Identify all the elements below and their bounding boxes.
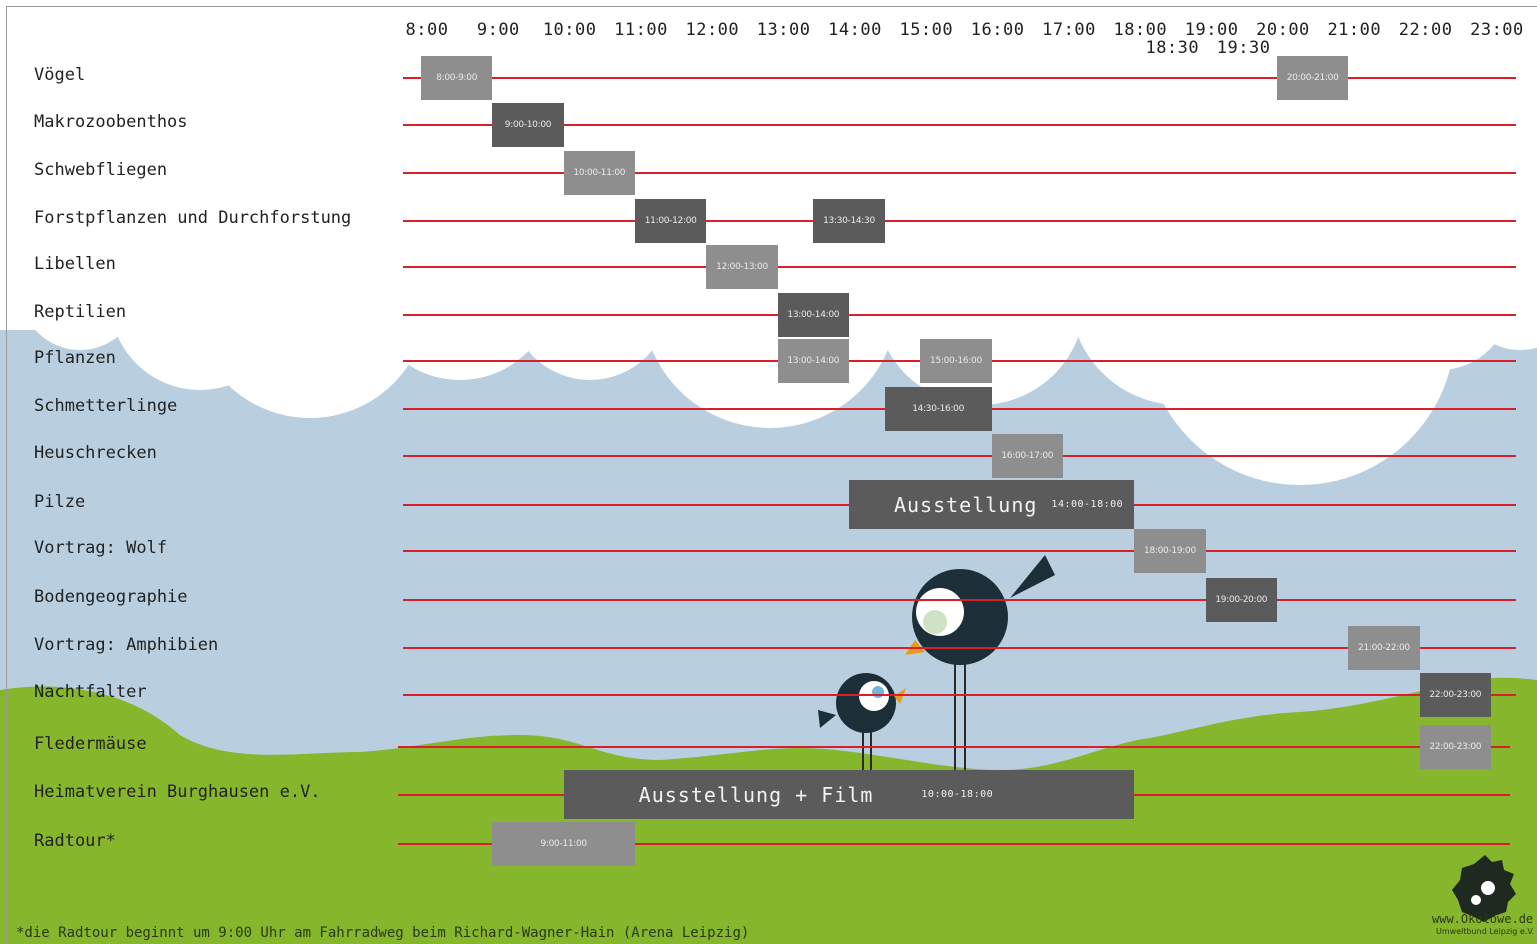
time-slot: 13:30-14:30	[813, 199, 885, 243]
row-line	[403, 220, 1516, 222]
event-bar: Ausstellung 14:00-18:00	[848, 480, 1135, 529]
time-slot: 21:00-22:00	[1348, 626, 1420, 670]
row-label: Nachtfalter	[34, 682, 147, 702]
row-label: Pilze	[34, 492, 86, 512]
row-label: Pflanzen	[34, 348, 116, 368]
lion-logo-icon	[1452, 855, 1516, 922]
time-slot: 14:30-16:00	[884, 387, 992, 431]
row-label: Vortrag: Wolf	[34, 538, 168, 558]
sub-hour-label: 19:30	[1216, 38, 1271, 58]
logo-text: www.Ökolöwe.de	[1432, 912, 1534, 926]
frame-top-border	[6, 6, 1537, 7]
time-slot: 13:00-14:00	[777, 293, 849, 337]
hour-label: 9:00	[476, 20, 520, 40]
hour-label: 14:00	[828, 20, 882, 40]
row-line	[403, 550, 1516, 552]
row-label: Schmetterlinge	[34, 396, 178, 416]
hour-label: 15:00	[899, 20, 954, 40]
row-line	[403, 647, 1516, 649]
hour-label: 12:00	[685, 20, 740, 40]
time-slot: 20:00-21:00	[1276, 56, 1349, 100]
footnote: *die Radtour beginnt um 9:00 Uhr am Fahr…	[16, 925, 750, 941]
time-slot: 13:00-14:00	[777, 339, 849, 383]
row-label: Vortrag: Amphibien	[34, 635, 219, 655]
row-label: Schwebfliegen	[34, 160, 168, 180]
row-line	[403, 599, 1516, 601]
event-bar: Ausstellung + Film 10:00-18:00	[563, 770, 1135, 819]
row-label: Bodengeographie	[34, 587, 188, 607]
time-slot: 11:00-12:00	[634, 199, 707, 243]
tall-bird-illustration	[905, 555, 1055, 772]
sub-hour-label: 18:30	[1145, 38, 1200, 58]
time-slot: 10:00-11:00	[563, 151, 635, 195]
event-title: Ausstellung	[893, 492, 1038, 517]
hour-label: 16:00	[970, 20, 1025, 40]
time-slot: 18:00-19:00	[1134, 529, 1206, 573]
event-time: 10:00-18:00	[921, 789, 994, 800]
event-title: Ausstellung + Film	[638, 782, 874, 807]
hour-label: 8:00	[405, 20, 449, 40]
time-slot: 16:00-17:00	[991, 434, 1063, 478]
row-line	[403, 172, 1516, 174]
time-slot: 19:00-20:00	[1205, 578, 1277, 622]
hour-label: 18:00	[1113, 20, 1168, 40]
time-slot: 9:00-10:00	[492, 103, 564, 147]
hour-label: 21:00	[1327, 20, 1382, 40]
row-line	[403, 77, 1516, 79]
hour-label: 23:00	[1470, 20, 1524, 40]
row-label: Heuschrecken	[34, 443, 157, 463]
row-line	[403, 314, 1516, 316]
row-label: Radtour*	[34, 831, 116, 851]
row-line	[398, 746, 1510, 748]
time-slot: 9:00-11:00	[492, 822, 635, 866]
row-line	[403, 455, 1516, 457]
row-label: Makrozoobenthos	[34, 112, 188, 132]
time-slot: 8:00-9:00	[421, 56, 493, 100]
event-time: 14:00-18:00	[1051, 499, 1124, 510]
hour-label: 13:00	[756, 20, 811, 40]
hour-label: 17:00	[1042, 20, 1096, 40]
row-label: Heimatverein Burghausen e.V.	[34, 782, 321, 802]
time-slot: 22:00-23:00	[1419, 725, 1491, 769]
small-bird-illustration	[818, 673, 906, 772]
row-line	[398, 843, 1510, 845]
hour-label: 10:00	[542, 20, 597, 40]
time-slot: 22:00-23:00	[1419, 673, 1491, 717]
row-label: Libellen	[34, 254, 116, 274]
hour-label: 11:00	[614, 20, 668, 40]
time-slot: 12:00-13:00	[706, 245, 778, 289]
frame-left-border	[6, 6, 7, 944]
hour-label: 20:00	[1256, 20, 1310, 40]
logo-subtext: Umweltbund Leipzig e.V.	[1436, 927, 1535, 936]
row-label: Reptilien	[34, 302, 127, 322]
row-label: Fledermäuse	[34, 734, 147, 754]
row-line	[403, 694, 1516, 696]
row-label: Vögel	[34, 65, 86, 85]
time-slot: 15:00-16:00	[920, 339, 992, 383]
hour-label: 22:00	[1398, 20, 1453, 40]
row-line	[403, 266, 1516, 268]
row-label: Forstpflanzen und Durchforstung	[34, 208, 352, 228]
row-line	[403, 124, 1516, 126]
hour-label: 19:00	[1184, 20, 1239, 40]
